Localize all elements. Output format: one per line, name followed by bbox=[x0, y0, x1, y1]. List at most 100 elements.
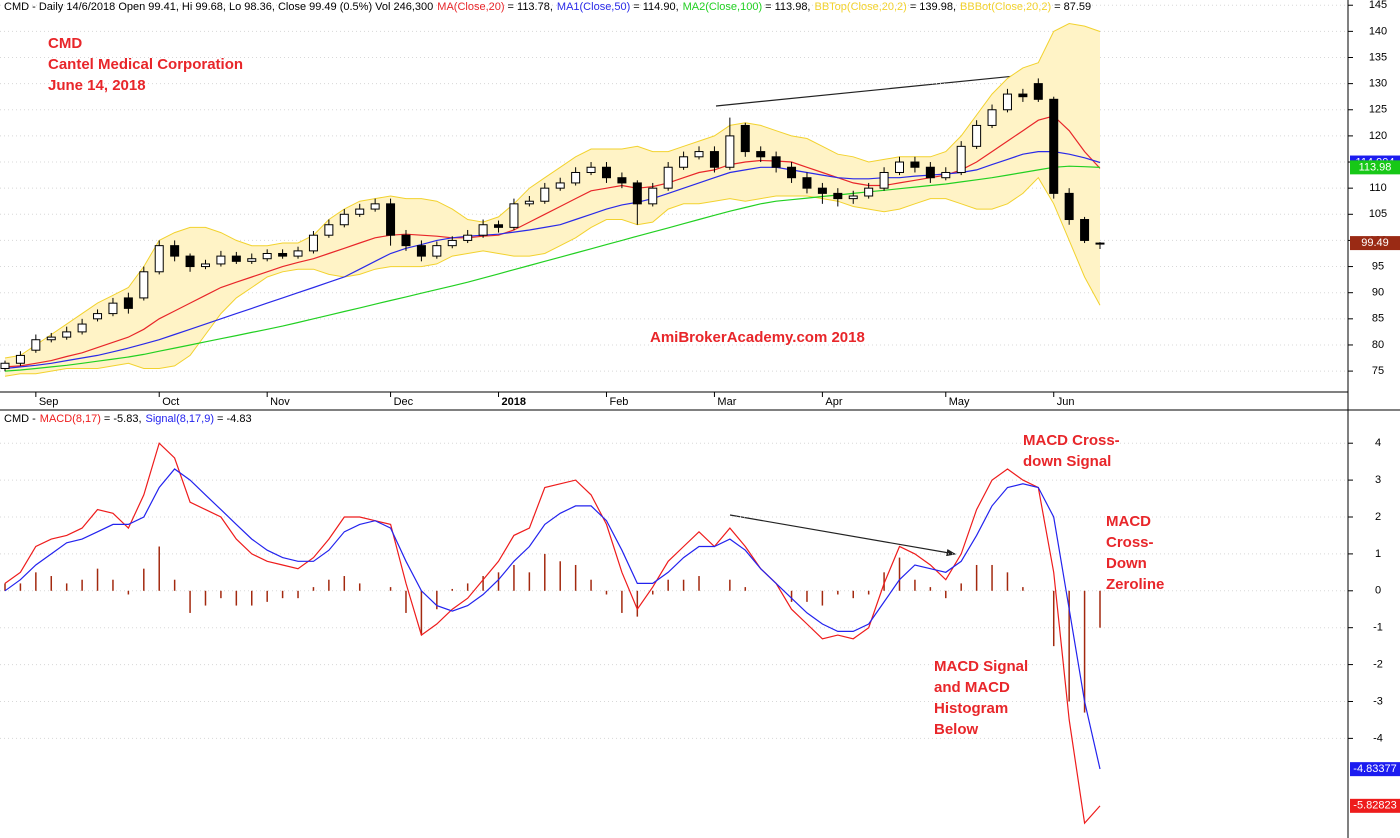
macd-line bbox=[4, 442, 1101, 825]
y-tick-label: 130 bbox=[1369, 78, 1387, 90]
candle-body bbox=[802, 177, 812, 189]
x-tick-label: Jun bbox=[1057, 396, 1075, 408]
legend-name: MA1(Close,50) bbox=[557, 1, 630, 13]
candle-body bbox=[756, 151, 766, 158]
candle-body bbox=[925, 166, 935, 179]
annotation: down Signal bbox=[1023, 453, 1111, 470]
candle-body bbox=[432, 245, 442, 257]
candle-body bbox=[509, 203, 519, 228]
annotation: MACD bbox=[1106, 513, 1151, 530]
candle-body bbox=[1018, 93, 1028, 98]
annotation: Down bbox=[1106, 555, 1147, 572]
value-badge-label: -4.83377 bbox=[1353, 763, 1396, 775]
candle-body bbox=[231, 255, 241, 262]
candle-body bbox=[154, 245, 164, 273]
y-tick-label: -3 bbox=[1373, 695, 1383, 707]
candle-body bbox=[972, 124, 982, 147]
annotation: Cantel Medical Corporation bbox=[48, 56, 243, 73]
candle-body bbox=[617, 177, 627, 184]
header-text: CMD - Daily 14/6/2018 Open 99.41, Hi 99.… bbox=[4, 1, 433, 13]
candle-body bbox=[339, 213, 349, 226]
candle-body bbox=[663, 166, 673, 189]
candle-body bbox=[200, 263, 210, 268]
header: CMD - Daily 14/6/2018 Open 99.41, Hi 99.… bbox=[4, 1, 1091, 13]
ma-line bbox=[4, 151, 1101, 370]
candle-body bbox=[93, 313, 103, 320]
candle-body bbox=[0, 362, 10, 369]
y-tick-label: 95 bbox=[1372, 260, 1384, 272]
legend-name: BBTop(Close,20,2) bbox=[815, 1, 907, 13]
x-tick-label: Apr bbox=[825, 396, 842, 408]
y-tick-label: 0 bbox=[1375, 585, 1381, 597]
candle-body bbox=[941, 171, 951, 179]
candle-body bbox=[355, 208, 365, 215]
y-tick-label: 80 bbox=[1372, 339, 1384, 351]
ma-line bbox=[4, 115, 1101, 368]
candle-body bbox=[494, 224, 504, 228]
annotation: AmiBrokerAcademy.com 2018 bbox=[650, 329, 865, 346]
candle-body bbox=[601, 166, 611, 179]
y-tick-label: 90 bbox=[1372, 287, 1384, 299]
y-tick-label: -2 bbox=[1373, 658, 1383, 670]
x-tick-label: Mar bbox=[717, 396, 736, 408]
candle-body bbox=[910, 161, 920, 168]
x-tick-label: Nov bbox=[270, 396, 290, 408]
candle-body bbox=[1064, 192, 1074, 221]
candle-body bbox=[308, 234, 318, 252]
ma-line bbox=[4, 165, 1101, 372]
y-tick-label: 85 bbox=[1372, 313, 1384, 325]
candle-body bbox=[278, 252, 288, 257]
x-tick-label: Dec bbox=[394, 396, 414, 408]
candle-body bbox=[31, 339, 41, 351]
candle-body bbox=[139, 271, 149, 299]
annotation: Below bbox=[934, 721, 979, 738]
legend-name: MA(Close,20) bbox=[437, 1, 504, 13]
x-tick-label: Feb bbox=[609, 396, 628, 408]
candle-body bbox=[1080, 219, 1090, 241]
candle-body bbox=[1033, 83, 1043, 100]
macd-line bbox=[4, 468, 1101, 770]
x-tick-label: May bbox=[949, 396, 970, 408]
legend-name: MACD(8,17) bbox=[40, 413, 101, 425]
legend-value: = 87.59 bbox=[1054, 1, 1091, 13]
candle-body bbox=[293, 250, 303, 257]
candle-body bbox=[879, 171, 889, 189]
candle-body bbox=[632, 182, 642, 205]
candle-body bbox=[571, 171, 581, 184]
y-tick-label: 120 bbox=[1369, 130, 1387, 142]
y-tick-label: 140 bbox=[1369, 25, 1387, 37]
candle-body bbox=[833, 192, 843, 200]
y-tick-label: 3 bbox=[1375, 474, 1381, 486]
candle-body bbox=[540, 187, 550, 202]
value-badge-label: -5.82823 bbox=[1353, 800, 1396, 812]
legend-value: = -5.83, bbox=[104, 413, 142, 425]
candle-body bbox=[247, 258, 257, 262]
candle-body bbox=[555, 182, 565, 189]
legend-name: Signal(8,17,9) bbox=[146, 413, 215, 425]
trend-arrow bbox=[729, 514, 957, 557]
candle-body bbox=[170, 245, 180, 257]
candle-body bbox=[1049, 98, 1059, 194]
y-tick-label: -1 bbox=[1373, 622, 1383, 634]
candle-body bbox=[416, 245, 426, 257]
header-text: CMD - bbox=[4, 413, 36, 425]
annotation: June 14, 2018 bbox=[48, 77, 146, 94]
y-tick-label: 145 bbox=[1369, 0, 1387, 11]
legend-name: BBBot(Close,20,2) bbox=[960, 1, 1051, 13]
candle-body bbox=[262, 252, 272, 260]
candle-body bbox=[771, 156, 781, 168]
x-tick-label: Oct bbox=[162, 396, 179, 408]
bollinger-line bbox=[4, 22, 1101, 359]
candle-body bbox=[586, 166, 596, 173]
candle-body bbox=[463, 234, 473, 241]
candle-body bbox=[848, 195, 858, 200]
annotation: MACD Signal bbox=[934, 658, 1028, 675]
y-tick-label: 4 bbox=[1375, 437, 1381, 449]
y-tick-label: 2 bbox=[1375, 511, 1381, 523]
y-tick-label: 1 bbox=[1375, 548, 1381, 560]
value-badge bbox=[1350, 798, 1400, 813]
candle-body bbox=[1002, 93, 1012, 111]
value-badge-label: 113.98 bbox=[1359, 161, 1392, 173]
legend-value: = 113.98, bbox=[765, 1, 810, 13]
